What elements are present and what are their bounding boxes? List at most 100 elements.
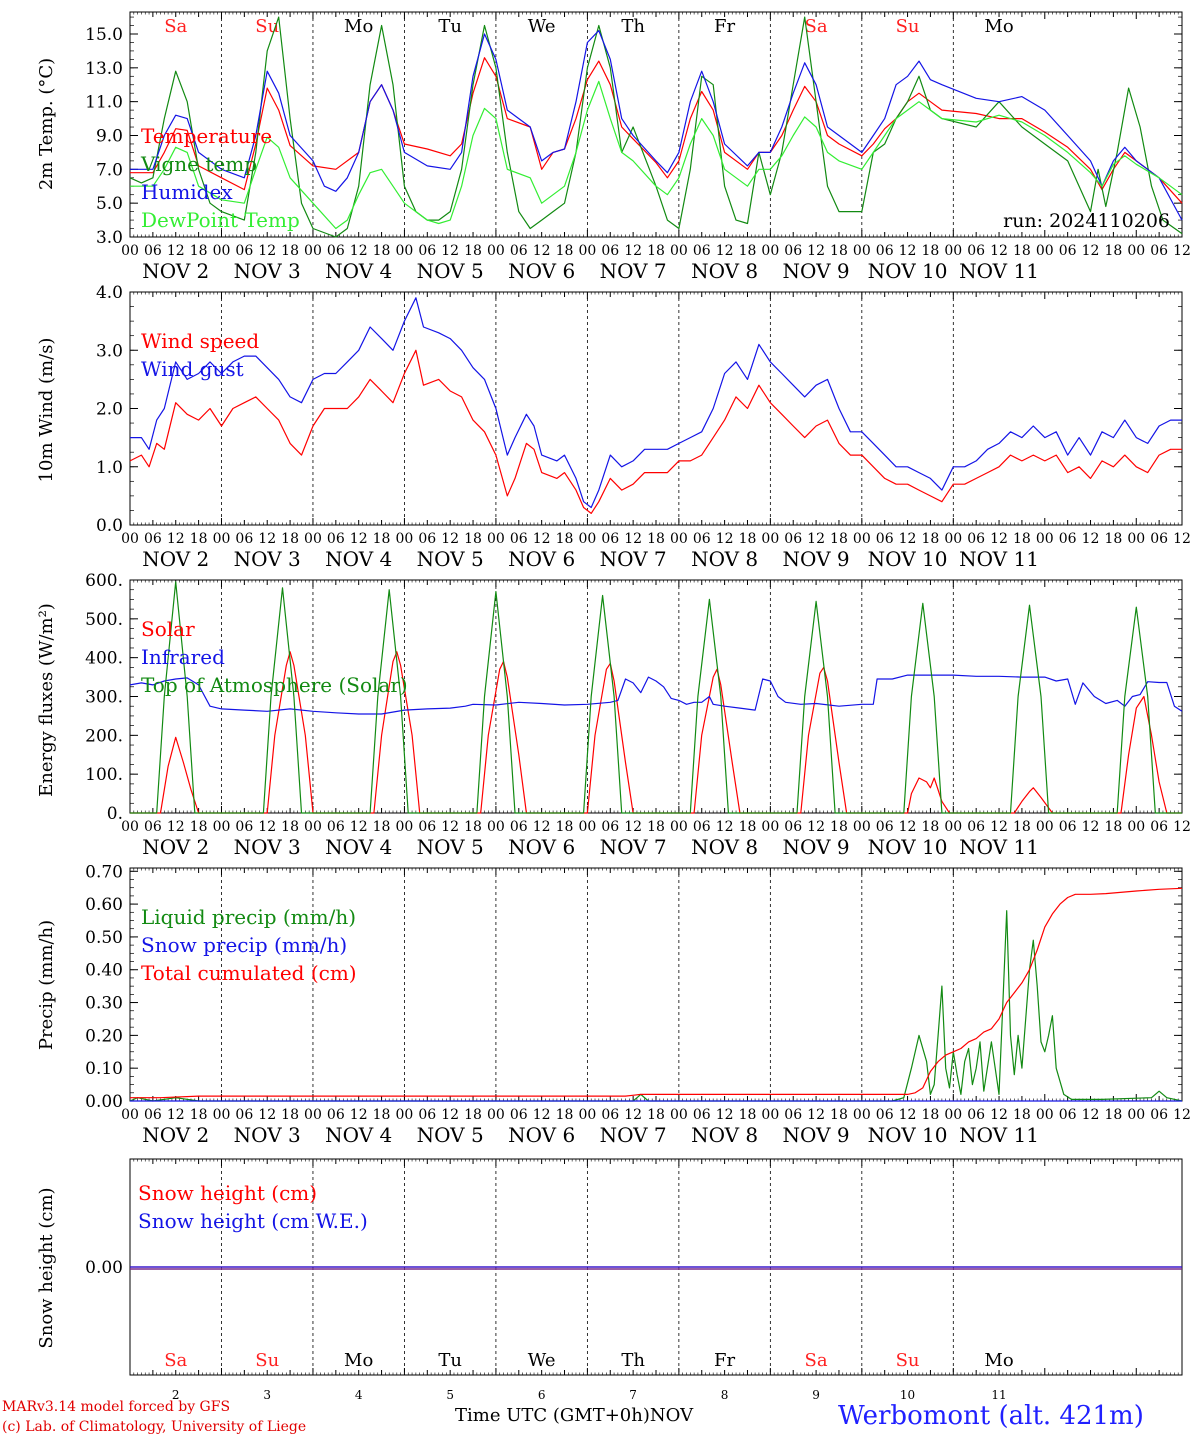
x-hour-label: 00 [853,243,871,259]
x-hour-label: 12 [258,1107,276,1123]
x-date-label: NOV 4 [325,547,392,571]
x-hour-label: 12 [807,819,825,835]
x-hour-label: 00 [396,1107,414,1123]
x-hour-label: 18 [190,531,208,547]
x-hour-label: 06 [1150,819,1168,835]
x-hour-label: 06 [693,1107,711,1123]
x-hour-label: 00 [487,531,505,547]
x-date-label: NOV 10 [868,835,948,859]
legend-entry: Snow precip (mm/h) [141,933,347,957]
y-tick-label: 0.10 [85,1059,123,1079]
x-hour-label: 18 [1013,243,1031,259]
x-hour-label: 18 [373,819,391,835]
x-date-label: NOV 4 [325,1123,392,1147]
legend-entry: Total cumulated (cm) [141,961,357,985]
x-hour-label: 18 [190,819,208,835]
weekday-label: Mo [984,16,1013,37]
x-hour-label: 00 [121,531,139,547]
x-hour-label: 06 [601,243,619,259]
x-hour-label: 12 [1082,243,1100,259]
x-hour-label: 12 [258,243,276,259]
x-date-label: NOV 8 [691,547,758,571]
x-hour-label: 18 [373,531,391,547]
x-hour-label: 06 [235,531,253,547]
series-line-total-cumulated-cm- [130,887,1183,1099]
x-hour-label: 06 [967,1107,985,1123]
x-hour-label: 00 [487,243,505,259]
y-tick-label: 11.0 [85,93,123,113]
x-axis-title: Time UTC (GMT+0h)NOV [455,1405,693,1426]
series-line-dewpoint-temp [130,80,1183,230]
x-hour-label: 06 [876,531,894,547]
x-date-label: NOV 5 [417,1123,484,1147]
x-hour-label: 00 [670,531,688,547]
x-hour-label: 06 [601,531,619,547]
y-tick-label: 500. [85,610,123,630]
x-hour-label: 00 [578,819,596,835]
x-hour-label: 12 [167,531,185,547]
x-date-label: NOV 8 [691,259,758,283]
x-hour-label: 00 [121,819,139,835]
y-tick-label: 4.0 [96,283,123,303]
weekday-label: Tu [438,1350,462,1371]
x-hour-label: 18 [556,243,574,259]
weekday-label: Fr [714,16,735,37]
x-hour-label: 00 [396,819,414,835]
y-tick-label: 0.50 [85,928,123,948]
x-hour-label: 12 [716,819,734,835]
x-hour-label: 18 [373,1107,391,1123]
x-date-label: NOV 2 [142,259,209,283]
x-axis-month: NOV [649,1405,694,1426]
x-hour-label: 06 [1150,243,1168,259]
x-hour-label: 06 [1059,819,1077,835]
x-date-label: NOV 11 [959,259,1039,283]
x-hour-label: 00 [853,531,871,547]
x-hour-label: 12 [533,243,551,259]
x-hour-label: 18 [647,1107,665,1123]
x-date-label: NOV 10 [868,547,948,571]
plot-frame-temperature [129,11,1183,238]
x-hour-label: 18 [1104,531,1122,547]
run-annotation: run: 2024110206 [1003,210,1170,232]
x-hour-label: 18 [739,819,757,835]
model-credit: MARv3.14 model forced by GFS [2,1399,231,1415]
x-date-label: NOV 3 [234,1123,301,1147]
x-hour-label: 12 [1173,531,1191,547]
legend-entry: Humidex [141,180,233,204]
x-date-label: NOV 7 [600,835,667,859]
x-hour-label: 18 [373,243,391,259]
x-date-label: NOV 3 [234,547,301,571]
y-axis-label: Precip (mm/h) [36,920,57,1050]
x-hour-label: 12 [990,531,1008,547]
x-hour-label: 12 [533,819,551,835]
x-hour-label: 18 [830,243,848,259]
x-hour-label: 00 [1127,531,1145,547]
x-hour-label: 12 [624,243,642,259]
x-hour-label: 12 [716,531,734,547]
x-hour-label: 18 [556,531,574,547]
x-date-label: NOV 5 [417,259,484,283]
x-hour-label: 00 [121,243,139,259]
series-line-humidex [130,30,1183,221]
x-hour-label: 00 [1036,243,1054,259]
x-date-label: NOV 2 [142,1123,209,1147]
x-hour-label: 06 [876,243,894,259]
x-axis-title-text: Time UTC (GMT+0h) [455,1405,650,1426]
y-tick-label: 300. [85,688,123,708]
legend-entry: Solar [141,617,195,641]
x-hour-label: 18 [647,243,665,259]
x-hour-label: 00 [1036,531,1054,547]
x-hour-label: 00 [213,243,231,259]
x-hour-label: 00 [487,819,505,835]
x-hour-label: 06 [601,1107,619,1123]
x-hour-label: 18 [739,531,757,547]
x-hour-label: 06 [693,243,711,259]
plot-frame-wind [129,291,1183,526]
x-hour-label: 00 [761,1107,779,1123]
x-date-label: NOV 2 [142,835,209,859]
x-hour-label: 06 [876,819,894,835]
x-hour-label: 18 [1013,1107,1031,1123]
x-hour-label: 12 [716,1107,734,1123]
x-hour-label: 12 [990,1107,1008,1123]
